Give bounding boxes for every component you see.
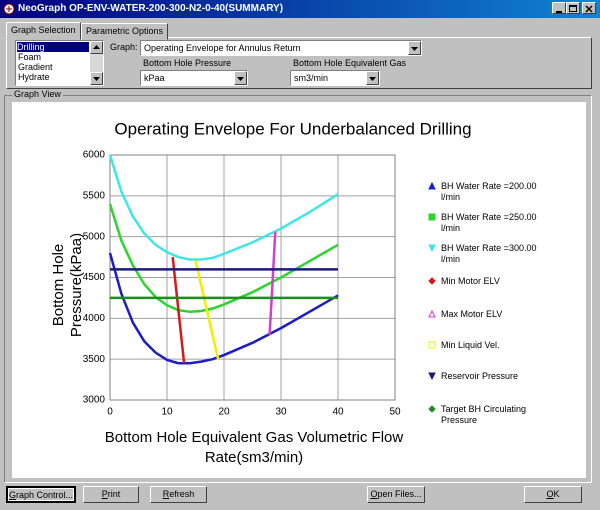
minimize-button[interactable] (552, 2, 566, 14)
series-line (194, 260, 220, 361)
legend-marker (428, 309, 436, 318)
button[interactable]: OK (524, 486, 582, 503)
legend-label: Min Liquid Vel. (441, 340, 500, 350)
chart-area: Operating Envelope For Underbalanced Dri… (12, 102, 586, 478)
legend-label: BH Water Rate =300.00 l/min (441, 243, 537, 264)
tab[interactable]: Graph Selection (6, 22, 81, 40)
y-tick-label: 4500 (83, 272, 106, 283)
y-tick-label: 5500 (83, 190, 106, 201)
y-tick-label: 3500 (83, 354, 106, 365)
y-tick-label: 4000 (83, 313, 106, 324)
y-axis-title: Bottom Hole Pressure(kPaa) (50, 232, 85, 338)
app-icon (3, 3, 15, 15)
x-tick-label: 10 (161, 407, 173, 418)
listbox[interactable]: Drilling Foam Gradient Hydrate (15, 40, 104, 86)
combo-value: kPaa (144, 73, 165, 83)
legend-label: BH Water Rate =200.00 l/min (441, 181, 537, 202)
series-line (108, 252, 339, 365)
button[interactable]: Graph Control... (6, 486, 76, 503)
graph-combo[interactable]: Operating Envelope for Annulus Return (140, 40, 422, 56)
series-line (171, 256, 186, 364)
tab-panel (6, 37, 592, 89)
combo-value: Operating Envelope for Annulus Return (144, 43, 301, 53)
scrollbar[interactable] (90, 41, 103, 85)
y-tick-label: 6000 (83, 150, 106, 161)
button[interactable]: Open Files... (367, 486, 425, 503)
legend-marker (428, 213, 436, 221)
series-line (108, 154, 339, 261)
y-tick-label: 3000 (83, 395, 106, 406)
unit-combo[interactable]: sm3/min (290, 70, 380, 86)
field-label: Bottom Hole Equivalent Gas (293, 58, 407, 68)
list-item[interactable]: Drilling (17, 42, 89, 52)
list-item[interactable]: Foam (18, 52, 42, 62)
maximize-button[interactable] (566, 2, 580, 14)
button[interactable]: Print (83, 486, 139, 503)
group-box (4, 95, 592, 483)
x-tick-label: 30 (275, 407, 287, 418)
list-item[interactable]: Gradient (18, 62, 53, 72)
legend-marker (428, 405, 436, 413)
graph-label: Graph: (110, 42, 138, 52)
x-tick-label: 20 (218, 407, 230, 418)
chart-title: Operating Envelope For Underbalanced Dri… (114, 119, 471, 138)
field-label: Bottom Hole Pressure (143, 58, 232, 68)
x-tick-label: 40 (332, 407, 344, 418)
x-tick-label: 0 (107, 407, 113, 418)
legend-label: Max Motor ELV (441, 309, 503, 319)
tab[interactable]: Parametric Options (81, 23, 169, 40)
legend-marker (428, 341, 436, 349)
unit-combo[interactable]: kPaa (140, 70, 248, 86)
window-title: NeoGraph OP-ENV-WATER-200-300-N2-0-40(SU… (18, 3, 284, 14)
plot-frame (109, 154, 396, 401)
legend-label: Reservoir Pressure (441, 371, 519, 381)
series-line (268, 231, 277, 335)
title-bar: NeoGraph OP-ENV-WATER-200-300-N2-0-40(SU… (0, 0, 600, 18)
x-axis-title: Bottom Hole Equivalent Gas Volumetric Fl… (104, 429, 404, 466)
combo-value: sm3/min (294, 73, 329, 83)
legend-label: Target BH Circulating Pressure (441, 404, 527, 425)
y-tick-label: 5000 (83, 231, 106, 242)
legend-marker (428, 181, 436, 190)
button[interactable]: Refresh (150, 486, 207, 503)
legend-label: Min Motor ELV (441, 276, 500, 286)
legend-label: BH Water Rate =250.00 l/min (441, 212, 537, 233)
legend-marker (428, 372, 436, 381)
legend-marker (428, 277, 436, 285)
group-label: Graph View (12, 89, 63, 99)
close-button[interactable] (582, 2, 596, 14)
legend-marker (428, 244, 436, 253)
chart: Operating Envelope For Underbalanced Dri… (83, 119, 472, 418)
x-tick-label: 50 (389, 407, 401, 418)
list-item[interactable]: Hydrate (18, 72, 50, 82)
